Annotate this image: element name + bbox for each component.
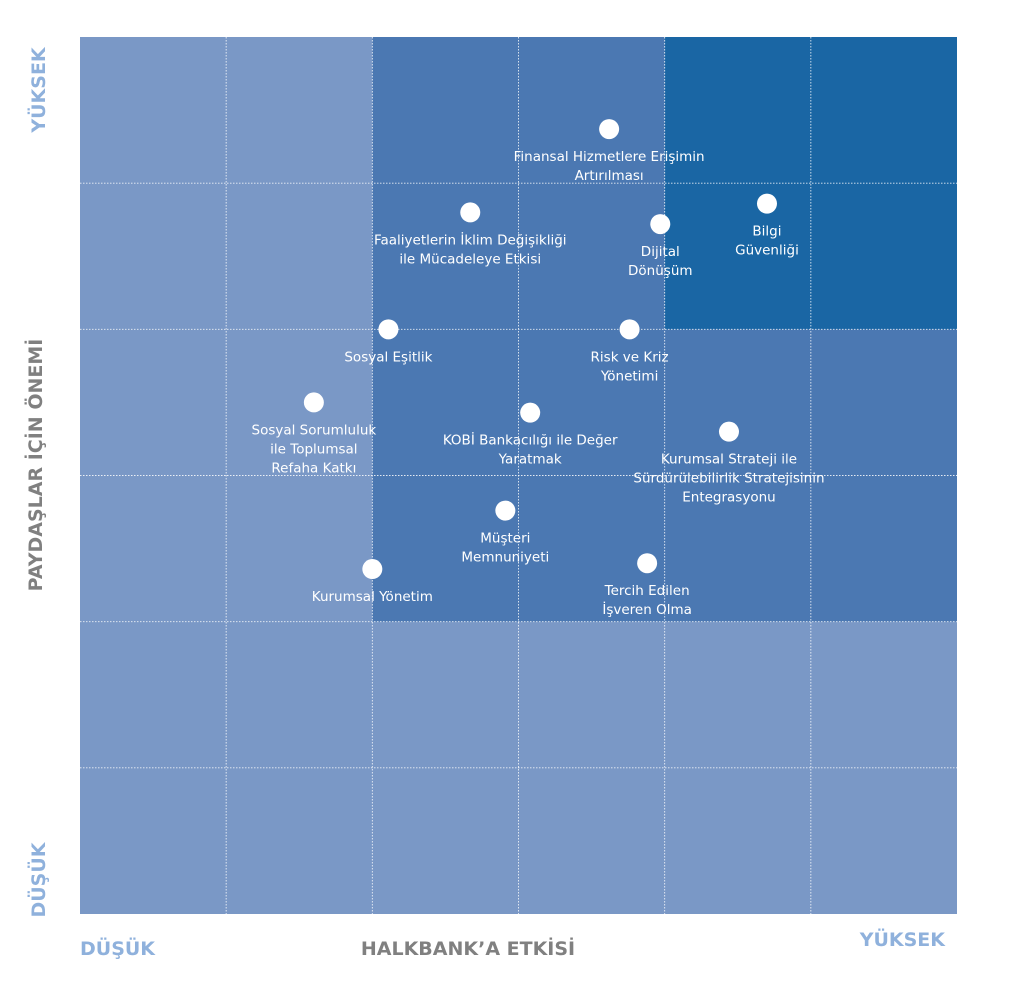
data-point <box>378 319 399 340</box>
x-high-label: YÜKSEK <box>859 927 947 951</box>
data-point-label: Tercih Edilen İşveren Olma <box>602 583 692 618</box>
data-point <box>495 500 516 521</box>
grid-lines <box>80 37 957 914</box>
data-point-label: Risk ve Kriz Yönetimi <box>591 349 669 384</box>
y-high-label: YÜKSEK <box>26 46 50 134</box>
y-axis-title: PAYDAŞLAR İÇİN ÖNEMİ <box>23 339 47 592</box>
data-point <box>460 202 481 223</box>
data-point-label: Kurumsal Yönetim <box>312 589 433 605</box>
data-point <box>756 193 777 214</box>
data-point-label: Kurumsal Strateji ile Sürdürülebilirlik S… <box>633 452 824 506</box>
data-point-label: Faaliyetlerin İklim Değişikliği ile Mücad… <box>374 230 567 267</box>
data-point <box>718 421 739 442</box>
y-low-label: DÜŞÜK <box>26 841 50 917</box>
data-point-label: Bilgi Güvenliği <box>735 224 799 259</box>
data-point-label: Sosyal Sorumluluk ile Toplumsal Refaha Kat… <box>252 422 377 476</box>
x-low-label: DÜŞÜK <box>80 936 156 960</box>
x-axis-title: HALKBANK’A ETKİSİ <box>361 936 575 960</box>
data-points: Finansal Hizmetlere Erişimin Artırılması B… <box>252 119 825 618</box>
data-point <box>650 214 671 235</box>
data-point <box>599 119 620 140</box>
zone-2 <box>664 37 957 330</box>
data-point-label: Finansal Hizmetlere Erişimin Artırılması <box>514 149 705 184</box>
data-point-label: Sosyal Eşitlik <box>344 349 432 365</box>
data-point-label: KOBİ Bankacılığı ile Değer Yaratmak <box>443 431 618 468</box>
data-point-label: Dijital Dönüşüm <box>628 244 693 279</box>
data-point <box>637 553 658 574</box>
data-point-label: Müşteri Memnuniyeti <box>461 531 549 566</box>
data-point <box>362 559 383 580</box>
data-point <box>619 319 640 340</box>
data-point <box>303 392 324 413</box>
data-point <box>520 402 541 423</box>
